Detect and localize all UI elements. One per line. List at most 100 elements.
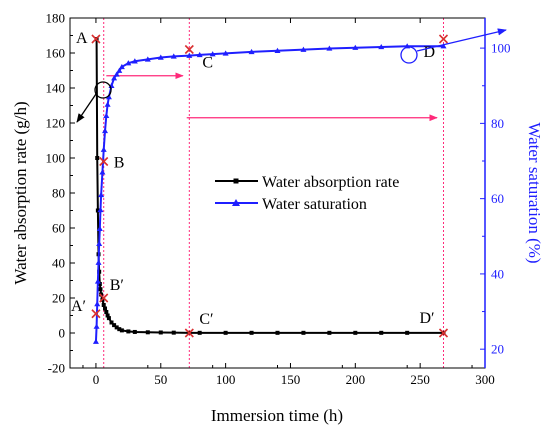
right-axis-indicator-arrow [416,28,507,52]
rate-data-point [104,310,109,314]
saturation-data-point [196,51,203,58]
rate-data-point [275,330,280,335]
y-right-axis-label: Water saturation (%) [525,122,544,263]
x-tick-label: 150 [281,372,301,387]
legend-marker-rate [233,178,239,184]
saturation-data-point [105,94,112,100]
saturation-data-point [113,71,120,77]
point-marker [91,34,101,44]
legend: Water absorption rate Water saturation [215,174,399,213]
left-axis-indicator-circle [94,81,112,99]
saturation-data-point [97,206,104,213]
rate-data-point [109,320,114,325]
rate-data-point [145,330,150,335]
saturation-data-point [116,67,123,73]
rate-data-point [98,287,103,292]
saturation-data-point [96,225,103,231]
y-left-tick-label: 80 [52,186,65,201]
y-right-axis: 20 40 60 80 100 [480,18,511,368]
axis-indicators [76,28,507,123]
legend-label-saturation: Water saturation [262,196,367,213]
x-tick-label: 0 [93,372,100,387]
saturation-data-point [186,52,193,58]
saturation-series-line [94,45,444,342]
rate-data-point [197,330,202,335]
x-tick-label: 100 [216,372,236,387]
legend-marker-saturation [232,199,240,206]
point-label: A [76,30,88,47]
rate-data-point [119,328,124,333]
x-tick-label: 200 [346,372,366,387]
saturation-data-point [98,191,105,198]
point-label: C′ [199,311,213,328]
saturation-data-point [104,101,111,107]
rate-data-point [117,327,122,332]
y-right-tick-label: 20 [491,342,504,357]
point-label: C [202,55,213,72]
points-layer: A B C D A′ B′ C′ D′ [71,30,449,338]
saturation-data-point [274,47,281,53]
saturation-data-point [94,278,101,284]
x-axis-label: Immersion time (h) [211,406,343,425]
saturation-data-point [157,54,164,60]
point-marker [438,328,449,338]
right-axis-indicator-circle [400,46,418,64]
point-marker [184,44,194,55]
saturation-data-point [209,51,216,57]
saturation-data-point [326,45,333,51]
rate-data-point [95,156,100,160]
rate-data-point [353,330,358,335]
rate-data-point [379,330,384,335]
saturation-data-point [96,240,103,247]
saturation-data-point [102,127,109,134]
point-marker [99,156,109,167]
point-label: B [114,155,125,172]
y-right-tick-label: 80 [491,116,504,131]
y-left-tick-label: -20 [48,361,65,376]
saturation-data-point [100,146,107,152]
rate-data-point [103,306,108,311]
rate-data-point [249,330,254,335]
y-right-tick-label: 100 [491,41,511,56]
x-axis: 0 50 100 150 200 250 300 [82,18,495,387]
x-tick-label: 250 [410,372,430,387]
rate-data-point [97,282,102,286]
saturation-data-point [300,46,307,52]
rate-data-point [105,313,110,318]
rate-data-point [327,330,332,335]
y-left-tick-label: 20 [52,291,65,306]
rate-data-point [112,323,117,328]
saturation-data-point [248,48,255,55]
point-label: D [424,44,436,61]
rate-data-point [405,330,410,335]
rate-data-point [132,329,137,334]
point-label: D′ [420,310,435,327]
saturation-data-point [144,56,151,62]
saturation-data-point [352,44,359,50]
saturation-data-point [103,112,110,119]
rate-data-point [223,330,228,335]
saturation-data-point [95,259,102,265]
rate-data-point [95,208,100,213]
y-left-tick-label: 160 [46,46,66,61]
rate-data-point [114,325,119,330]
rate-data-point [101,303,106,307]
saturation-data-point [125,60,132,66]
rate-data-point [171,330,176,335]
point-marker [91,309,101,319]
y-left-tick-label: 0 [59,326,66,341]
x-tick-label: 50 [154,372,167,387]
saturation-data-point [131,58,138,64]
y-left-tick-label: 180 [46,11,66,26]
saturation-data-point [94,301,101,307]
rate-data-point [126,329,131,334]
saturation-data-point [118,63,125,70]
y-left-tick-label: 120 [46,116,66,131]
point-marker [99,293,109,303]
y-left-tick-label: 140 [46,81,66,96]
legend-label-rate: Water absorption rate [262,174,399,191]
saturation-data-point [222,50,229,56]
x-tick-label: 300 [475,372,495,387]
rate-data-point [301,330,306,335]
